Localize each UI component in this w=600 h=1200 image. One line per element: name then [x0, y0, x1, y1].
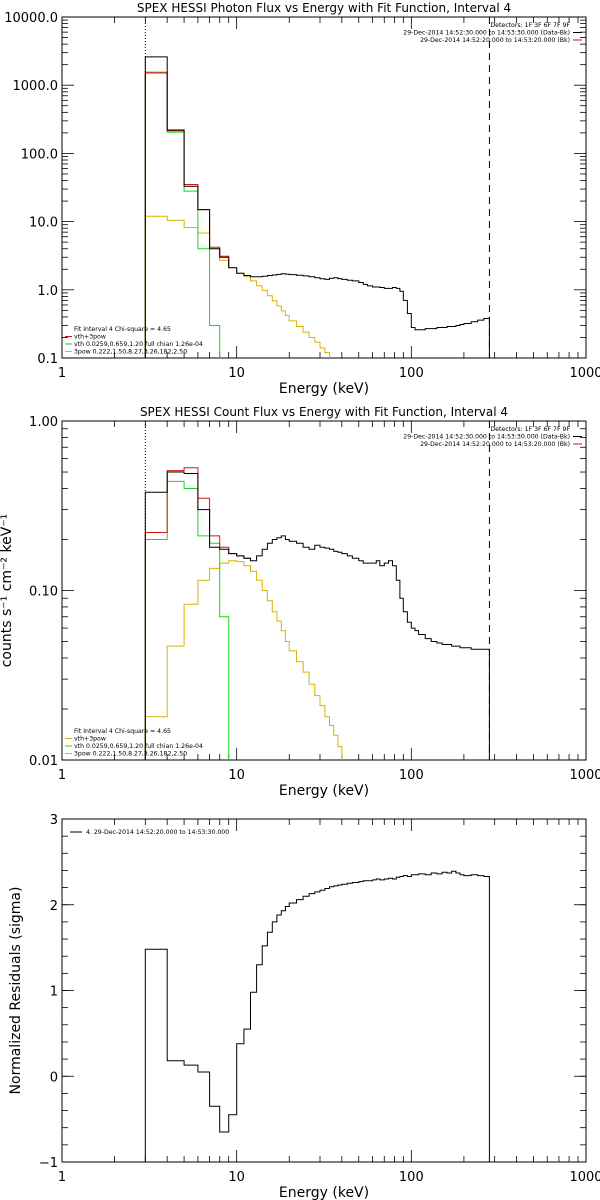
y-tick-label: 0.10	[29, 585, 58, 600]
legend-bottom-entry: vth 0.0259,0.659,1.20 full chian 1.26e-0…	[74, 341, 203, 348]
y-tick-label: 1	[50, 985, 58, 1000]
x-axis-label: Energy (keV)	[279, 381, 369, 397]
x-tick-label: 10	[228, 366, 245, 381]
legend-bottom-entry: vth 0.0259,0.659,1.20 full chian 1.26e-0…	[74, 743, 203, 750]
series-data-bk	[144, 471, 490, 760]
plot-frame	[61, 16, 587, 359]
x-tick-label: 1	[58, 1170, 66, 1185]
series-vth	[144, 480, 230, 760]
x-tick-label: 10	[228, 768, 245, 783]
x-tick-label: 100	[399, 366, 424, 381]
chart-title: SPEX HESSI Count Flux vs Energy with Fit…	[140, 405, 508, 419]
y-tick-label: 1000.0	[13, 79, 59, 94]
series-vth-3pow	[144, 71, 230, 358]
y-tick-label: 2	[50, 899, 58, 914]
x-tick-label: 1	[58, 366, 66, 381]
x-axis-label: Energy (keV)	[279, 783, 369, 799]
panel-2: SPEX HESSI Count Flux vs Energy with Fit…	[0, 405, 600, 799]
x-axis-label: Energy (keV)	[279, 1185, 369, 1200]
series-data-bk	[144, 56, 490, 358]
x-tick-label: 1000	[569, 1170, 600, 1185]
y-tick-label: 100.0	[21, 147, 58, 162]
legend-bottom-entry: Fit Interval 4 Chi-square = 4.65	[74, 326, 171, 333]
series-residuals	[144, 870, 490, 1162]
panel-3: 1 10 100 1000 Energy (keV) −1 0 1 2 3 Normalized R…	[8, 813, 600, 1200]
y-tick-label: 1.0	[37, 284, 58, 299]
legend-top-entry: 29-Dec-2014 14:52:30.000 to 14:53:30.000…	[403, 434, 570, 441]
series-3pow	[144, 215, 330, 358]
plot-frame	[61, 420, 587, 761]
panel-1: SPEX HESSI Photon Flux vs Energy with Fi…	[4, 1, 600, 397]
y-tick-label: 1.00	[29, 415, 58, 430]
legend-entry: 4. 29-Dec-2014 14:52:20.000 to 14:53:30.…	[86, 829, 229, 836]
y-tick-label: 0	[50, 1070, 58, 1085]
y-tick-label: 10000.0	[4, 11, 58, 26]
y-axis-label: Normalized Residuals (sigma)	[8, 887, 24, 1095]
legend-top-entry: 29-Dec-2014 14:52:20.000 to 14:53:20.000…	[420, 441, 570, 448]
legend-bottom-entry: Fit Interval 4 Chi-square = 4.65	[74, 728, 171, 735]
legend-top-entry: Detectors: 1F 3F 6F 7F 9F	[490, 426, 570, 433]
x-tick-label: 1000	[569, 768, 600, 783]
legend-bottom-entry: vth+3pow	[74, 334, 106, 341]
legend-top-entry: Detectors: 1F 3F 6F 7F 9F	[490, 22, 570, 29]
y-axis-label: counts s⁻¹ cm⁻² keV⁻¹	[0, 514, 15, 668]
y-tick-label: 10.0	[29, 216, 58, 231]
legend-top-entry: 29-Dec-2014 14:52:20.000 to 14:53:20.000…	[420, 37, 570, 44]
x-tick-label: 10	[228, 1170, 245, 1185]
x-tick-label: 100	[399, 1170, 424, 1185]
series-vth	[144, 72, 221, 358]
x-tick-label: 100	[399, 768, 424, 783]
series-3pow	[144, 560, 343, 760]
legend-bottom-entry: 3pow 0.222,1.50,8.27,3.26,182,2.50	[74, 349, 187, 356]
x-tick-label: 1	[58, 768, 66, 783]
chart-title: SPEX HESSI Photon Flux vs Energy with Fi…	[137, 1, 511, 15]
y-tick-label: 0.1	[37, 352, 58, 367]
plot-frame	[61, 818, 587, 1163]
legend-bottom-entry: 3pow 0.222,1.50,8.27,3.26,182,2.50	[74, 751, 187, 758]
y-tick-label: −1	[39, 1156, 58, 1171]
y-tick-label: 0.01	[29, 754, 58, 769]
legend-top-entry: 29-Dec-2014 14:52:30.000 to 14:53:30.000…	[403, 30, 570, 37]
y-tick-label: 3	[50, 813, 58, 828]
x-tick-label: 1000	[569, 366, 600, 381]
legend-bottom-entry: vth+3pow	[74, 736, 106, 743]
